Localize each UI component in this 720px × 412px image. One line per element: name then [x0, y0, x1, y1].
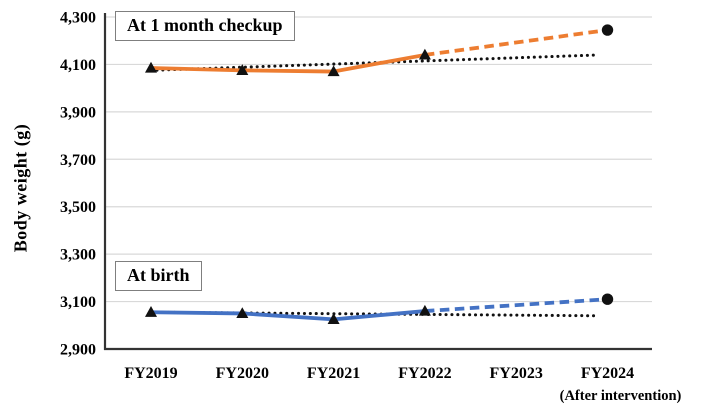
x-tick-label: FY2023 — [490, 365, 543, 382]
x-axis-note: (After intervention) — [560, 388, 682, 404]
marker-circle — [601, 293, 614, 305]
marker-triangle — [236, 307, 249, 319]
series-label-box-checkup: At 1 month checkup — [115, 11, 295, 41]
series-line-projected — [424, 297, 608, 313]
marker-triangle — [418, 304, 431, 316]
y-tick-label: 3,300 — [60, 247, 96, 264]
marker-circle — [601, 24, 614, 36]
marker-triangle — [327, 313, 340, 324]
marker-triangle — [236, 64, 249, 75]
x-tick-label: FY2022 — [398, 365, 451, 382]
marker-triangle — [145, 61, 157, 73]
series-line-projected — [424, 28, 608, 57]
y-axis-title: Body weight (g) — [10, 123, 31, 253]
x-tick-label: FY2019 — [124, 365, 177, 382]
y-tick-label: 3,700 — [60, 152, 96, 169]
y-tick-label: 4,100 — [60, 57, 96, 74]
series-label-box-birth: At birth — [115, 261, 202, 291]
x-tick-label: FY2024 — [581, 365, 634, 382]
x-tick-label: FY2020 — [216, 365, 269, 382]
y-tick-label: 3,900 — [60, 104, 96, 121]
y-tick-label: 4,300 — [60, 10, 96, 27]
series-line-actual — [150, 53, 426, 74]
y-tick-label: 3,500 — [60, 199, 96, 216]
marker-triangle — [145, 306, 157, 317]
marker-triangle — [327, 65, 340, 77]
marker-triangle — [418, 48, 431, 60]
y-tick-label: 3,100 — [60, 294, 96, 311]
x-tick-label: FY2021 — [307, 365, 360, 382]
series-line-actual — [150, 309, 426, 322]
y-tick-label: 2,900 — [60, 342, 96, 359]
